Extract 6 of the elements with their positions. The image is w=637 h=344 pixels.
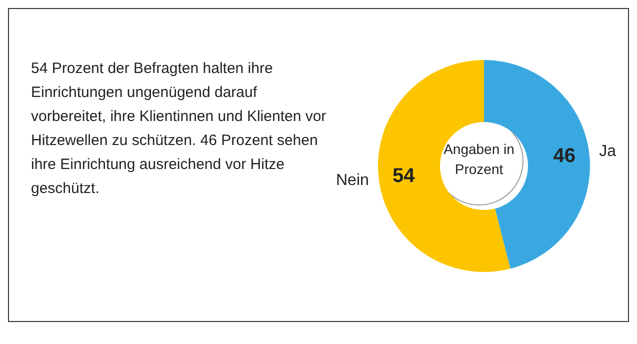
text: Angaben in Prozent xyxy=(442,140,516,179)
data-label: 54 xyxy=(392,165,416,188)
text: 54 Prozent der Befragten halten ihre Einrichtungen ungenügend darauf vorbereitet, ihre Klientinnen und Klienten vor Hitzewellen zu schützen. 46 Prozent sehen ihre Einrichtung ausreichend vor Hitze geschützt. xyxy=(31,59,328,199)
slice-label: Nein xyxy=(336,172,369,190)
slice-label: Ja xyxy=(599,142,616,160)
data-label: 46 xyxy=(553,144,576,167)
